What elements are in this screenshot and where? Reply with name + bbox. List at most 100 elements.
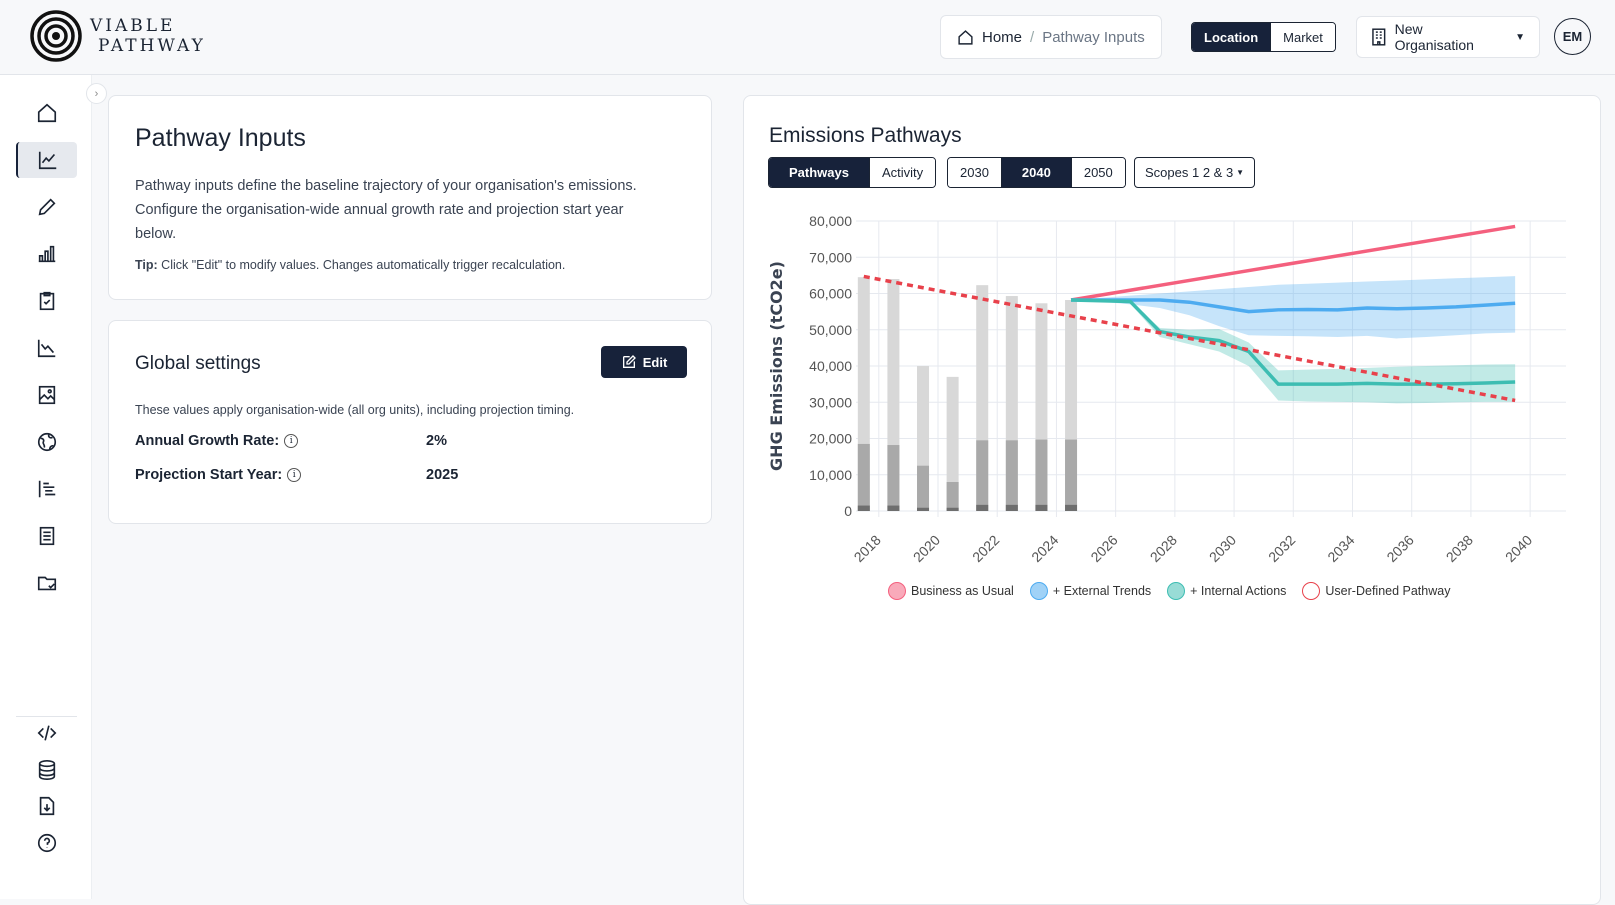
- scopes-dropdown[interactable]: Scopes 1 2 & 3 ▼: [1134, 157, 1256, 188]
- legend-swatch: [888, 582, 906, 600]
- bar-scope2: [887, 445, 900, 511]
- sidebar-item-help[interactable]: [16, 825, 77, 861]
- growth-rate-label-text: Annual Growth Rate:: [135, 433, 280, 449]
- horizon-tabs: 2030 2040 2050: [947, 157, 1126, 188]
- organisation-name: New Organisation: [1394, 21, 1474, 53]
- x-tick-label: 2036: [1383, 532, 1416, 565]
- chart-legend: Business as Usual + External Trends + Inte…: [888, 582, 1450, 600]
- user-avatar[interactable]: EM: [1554, 18, 1591, 55]
- y-axis-label: GHG Emissions (tCO2e): [767, 261, 786, 471]
- legend-swatch: [1302, 582, 1321, 600]
- sidebar-item-database[interactable]: [16, 752, 77, 788]
- bar-scope1: [1035, 504, 1048, 511]
- brand-logo[interactable]: VIABLE PATHWAY: [30, 10, 206, 62]
- basis-location-button[interactable]: Location: [1192, 23, 1271, 51]
- x-tick-label: 2034: [1324, 532, 1357, 565]
- sidebar-item-folder-check[interactable]: [16, 565, 77, 601]
- list-indent-icon: [38, 480, 55, 498]
- global-settings-title: Global settings: [135, 353, 261, 374]
- series-line-internal-actions: [1071, 298, 1516, 386]
- sidebar-item-home[interactable]: [16, 95, 77, 131]
- legend-item[interactable]: + Internal Actions: [1167, 582, 1286, 600]
- sidebar-item-image[interactable]: [16, 377, 77, 413]
- intro-tip: Tip: Click "Edit" to modify values. Chan…: [135, 258, 565, 272]
- tab-pathways[interactable]: Pathways: [769, 158, 869, 187]
- legend-label: + External Trends: [1052, 584, 1152, 598]
- x-tick-label: 2038: [1443, 532, 1476, 565]
- sidebar-item-globe[interactable]: [16, 424, 77, 460]
- top-header: VIABLE PATHWAY Home / Pathway Inputs Loca…: [0, 0, 1615, 75]
- edit-button[interactable]: Edit: [601, 346, 687, 378]
- document-icon: [39, 526, 54, 546]
- chart-title: Emissions Pathways: [769, 124, 962, 147]
- sidebar-expand-button[interactable]: ›: [86, 83, 107, 104]
- sidebar-item-trending-down[interactable]: [16, 330, 77, 366]
- bar-scope1: [857, 505, 870, 511]
- bar-scope2: [976, 440, 989, 511]
- sidebar: [0, 75, 92, 899]
- start-year-label: Projection Start Year: i: [135, 467, 302, 483]
- sidebar-item-file-download[interactable]: [16, 788, 77, 824]
- breadcrumb-home[interactable]: Home: [982, 28, 1023, 46]
- x-tick-label: 2026: [1087, 532, 1120, 565]
- legend-item[interactable]: User-Defined Pathway: [1302, 582, 1450, 600]
- x-tick-label: 2020: [910, 532, 943, 565]
- legend-label: + Internal Actions: [1190, 584, 1287, 598]
- sidebar-item-document[interactable]: [16, 518, 77, 554]
- legend-item[interactable]: Business as Usual: [888, 582, 1014, 600]
- y-tick-label: 10,000: [809, 467, 852, 483]
- bar-scope1: [976, 504, 989, 511]
- tab-2040[interactable]: 2040: [1000, 158, 1071, 187]
- bar-scope1: [1065, 504, 1078, 511]
- emission-basis-toggle: Location Market: [1191, 22, 1336, 52]
- bar-scope1: [946, 507, 959, 511]
- bar-scope2: [1035, 439, 1048, 511]
- tab-activity[interactable]: Activity: [868, 158, 936, 187]
- series-line-external-trends: [1071, 298, 1516, 314]
- bar-scope2: [917, 465, 930, 511]
- help-icon: [37, 833, 56, 853]
- legend-label: User-Defined Pathway: [1325, 584, 1451, 598]
- emissions-chart: 0 10,000 20,000 30,000 40,000 50,000 60,000 70,…: [767, 213, 1566, 565]
- globe-icon: [37, 432, 56, 452]
- sidebar-divider: [16, 716, 77, 717]
- global-settings-card: Global settings Edit These values apply …: [108, 320, 712, 524]
- view-tabs: Pathways Activity: [768, 157, 937, 188]
- line-chart-icon: [38, 151, 56, 170]
- breadcrumb: Home / Pathway Inputs: [940, 15, 1162, 59]
- tip-text: Click "Edit" to modify values. Changes a…: [157, 258, 566, 272]
- y-tick-label: 60,000: [809, 286, 852, 302]
- legend-label: Business as Usual: [911, 584, 1014, 598]
- sidebar-item-code[interactable]: [16, 715, 77, 751]
- y-tick-label: 20,000: [809, 431, 852, 447]
- series-line-user-defined-pathway: [863, 274, 1516, 403]
- sidebar-item-clipboard-check[interactable]: [16, 283, 77, 319]
- home-icon: [958, 29, 973, 45]
- x-tick-label: 2022: [969, 532, 1002, 565]
- info-icon[interactable]: i: [284, 434, 299, 448]
- breadcrumb-separator: /: [1030, 28, 1035, 46]
- sidebar-item-pencil[interactable]: [16, 189, 77, 225]
- brand-line-2: PATHWAY: [98, 36, 206, 56]
- organisation-dropdown[interactable]: New Organisation ▼: [1356, 16, 1540, 58]
- page-title: Pathway Inputs: [135, 124, 306, 152]
- y-tick-label: 70,000: [809, 249, 852, 265]
- legend-item[interactable]: + External Trends: [1029, 582, 1152, 600]
- tab-2030[interactable]: 2030: [948, 158, 1001, 187]
- sidebar-item-list-indent[interactable]: [16, 471, 77, 507]
- x-tick-label: 2028: [1147, 532, 1180, 565]
- sidebar-item-bar-chart[interactable]: [16, 236, 77, 272]
- bar-scope1: [887, 505, 900, 511]
- building-icon: [1372, 28, 1386, 46]
- basis-market-button[interactable]: Market: [1270, 23, 1335, 51]
- info-icon[interactable]: i: [287, 468, 302, 482]
- sidebar-item-line-chart[interactable]: [16, 142, 77, 178]
- tab-2050[interactable]: 2050: [1070, 158, 1125, 187]
- start-year-value: 2025: [426, 467, 459, 483]
- x-tick-label: 2024: [1028, 532, 1061, 565]
- brand-line-1: VIABLE: [90, 16, 176, 36]
- global-settings-note: These values apply organisation-wide (al…: [135, 403, 575, 417]
- band-1: [1071, 276, 1516, 339]
- y-tick-label: 30,000: [809, 394, 852, 410]
- y-tick-label: 50,000: [809, 322, 852, 338]
